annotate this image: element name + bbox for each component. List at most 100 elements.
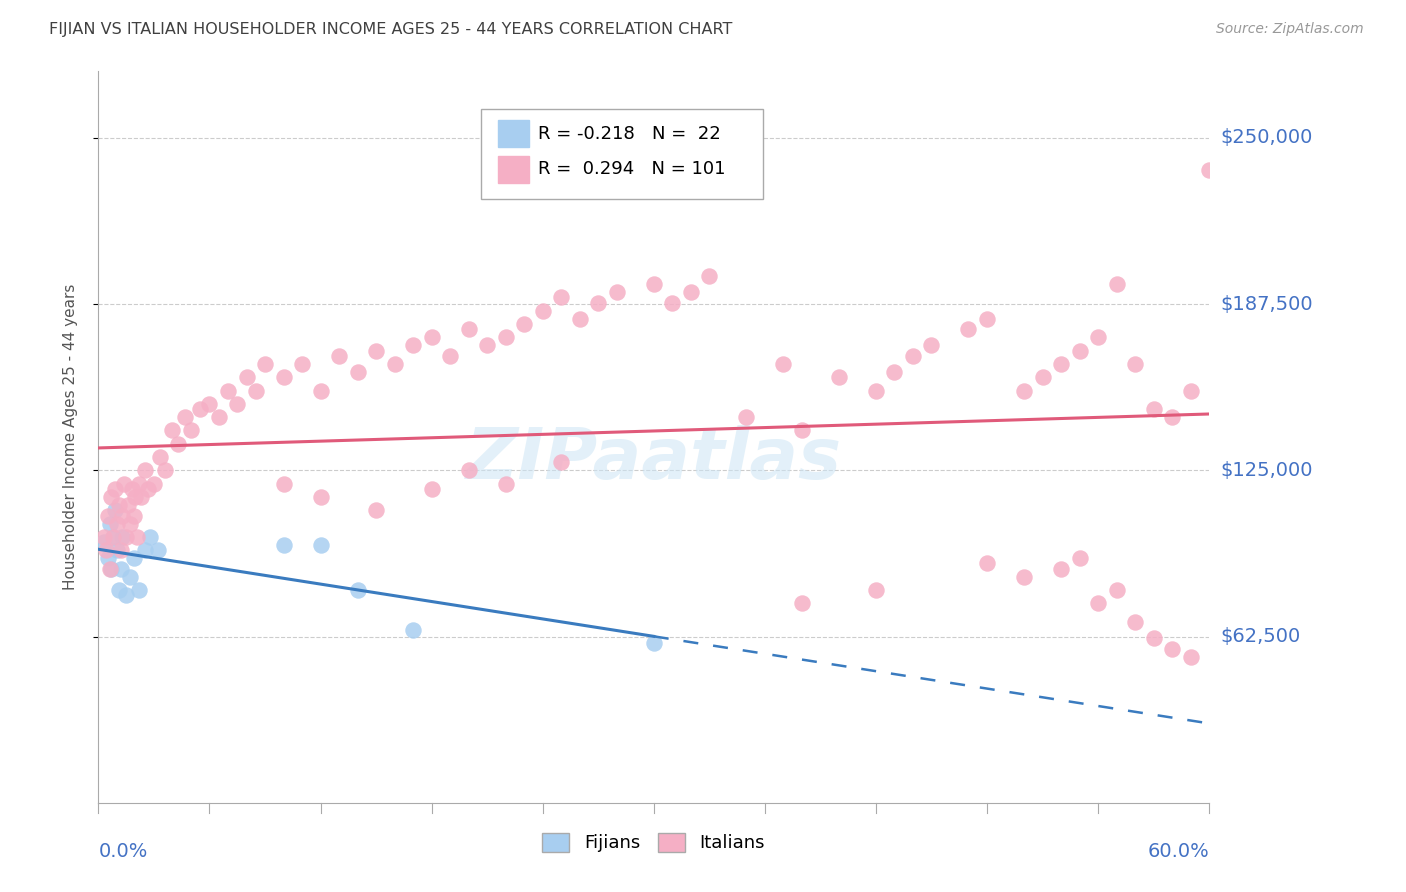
Point — [153, 463, 176, 477]
Text: $250,000: $250,000 — [1220, 128, 1313, 147]
Point — [115, 588, 138, 602]
Point — [124, 490, 146, 504]
Y-axis label: Householder Income Ages 25 - 44 years: Householder Income Ages 25 - 44 years — [63, 284, 77, 591]
Point — [550, 455, 572, 469]
Point — [976, 311, 998, 326]
Point — [1105, 582, 1128, 597]
Point — [139, 530, 162, 544]
Point — [901, 349, 924, 363]
Point — [1123, 615, 1146, 629]
Point — [309, 384, 332, 398]
Point — [103, 530, 125, 544]
Point — [245, 384, 267, 398]
Point — [226, 397, 249, 411]
Point — [98, 562, 121, 576]
Point — [1087, 330, 1109, 344]
Point — [134, 543, 156, 558]
Point — [128, 582, 150, 597]
Point — [104, 482, 127, 496]
Point — [93, 530, 115, 544]
Point — [420, 482, 443, 496]
Point — [976, 557, 998, 571]
Point — [105, 543, 128, 558]
Point — [772, 357, 794, 371]
Point — [309, 490, 332, 504]
Point — [94, 543, 117, 558]
Point — [1180, 384, 1202, 398]
Point — [790, 424, 813, 438]
Point — [495, 330, 517, 344]
Point — [1180, 649, 1202, 664]
Point — [384, 357, 406, 371]
Point — [402, 623, 425, 637]
Point — [134, 463, 156, 477]
Point — [198, 397, 221, 411]
Point — [217, 384, 239, 398]
Point — [273, 370, 295, 384]
Point — [606, 285, 628, 299]
Point — [921, 338, 943, 352]
Text: 60.0%: 60.0% — [1147, 842, 1209, 861]
Point — [138, 482, 160, 496]
Point — [1050, 562, 1073, 576]
Text: 0.0%: 0.0% — [98, 842, 148, 861]
Point — [174, 410, 197, 425]
Point — [1161, 410, 1184, 425]
Point — [568, 311, 591, 326]
Text: $125,000: $125,000 — [1220, 461, 1313, 480]
Point — [110, 562, 132, 576]
Point — [143, 476, 166, 491]
Point — [883, 365, 905, 379]
Point — [188, 402, 211, 417]
Point — [117, 498, 139, 512]
Point — [1143, 631, 1166, 645]
Point — [366, 343, 388, 358]
Point — [111, 508, 134, 523]
Point — [162, 424, 184, 438]
Point — [103, 530, 125, 544]
Point — [735, 410, 758, 425]
Point — [550, 290, 572, 304]
Point — [1161, 641, 1184, 656]
Point — [420, 330, 443, 344]
Point — [1012, 384, 1035, 398]
Point — [107, 498, 129, 512]
Point — [97, 551, 120, 566]
Point — [679, 285, 702, 299]
Point — [1087, 596, 1109, 610]
Text: Source: ZipAtlas.com: Source: ZipAtlas.com — [1216, 22, 1364, 37]
Point — [273, 538, 295, 552]
Point — [1198, 162, 1220, 177]
Point — [148, 450, 170, 464]
Text: R =  0.294   N = 101: R = 0.294 N = 101 — [538, 161, 725, 178]
Point — [146, 543, 169, 558]
Point — [129, 490, 152, 504]
Point — [1032, 370, 1054, 384]
Point — [588, 295, 610, 310]
Point — [112, 476, 135, 491]
Point — [208, 410, 231, 425]
Point — [309, 538, 332, 552]
Point — [235, 370, 257, 384]
Point — [115, 530, 138, 544]
Point — [122, 508, 145, 523]
Point — [1123, 357, 1146, 371]
Point — [1069, 551, 1091, 566]
Point — [661, 295, 683, 310]
Point — [1105, 277, 1128, 292]
Point — [104, 503, 127, 517]
Point — [531, 303, 554, 318]
Point — [1050, 357, 1073, 371]
Text: R = -0.218   N =  22: R = -0.218 N = 22 — [538, 125, 721, 143]
Point — [366, 503, 388, 517]
Point — [253, 357, 276, 371]
Text: FIJIAN VS ITALIAN HOUSEHOLDER INCOME AGES 25 - 44 YEARS CORRELATION CHART: FIJIAN VS ITALIAN HOUSEHOLDER INCOME AGE… — [49, 22, 733, 37]
Point — [107, 582, 129, 597]
Point — [118, 516, 141, 531]
Point — [346, 365, 368, 379]
Point — [865, 582, 887, 597]
Point — [121, 482, 143, 496]
Point — [111, 530, 134, 544]
Point — [1012, 570, 1035, 584]
Point — [180, 424, 202, 438]
